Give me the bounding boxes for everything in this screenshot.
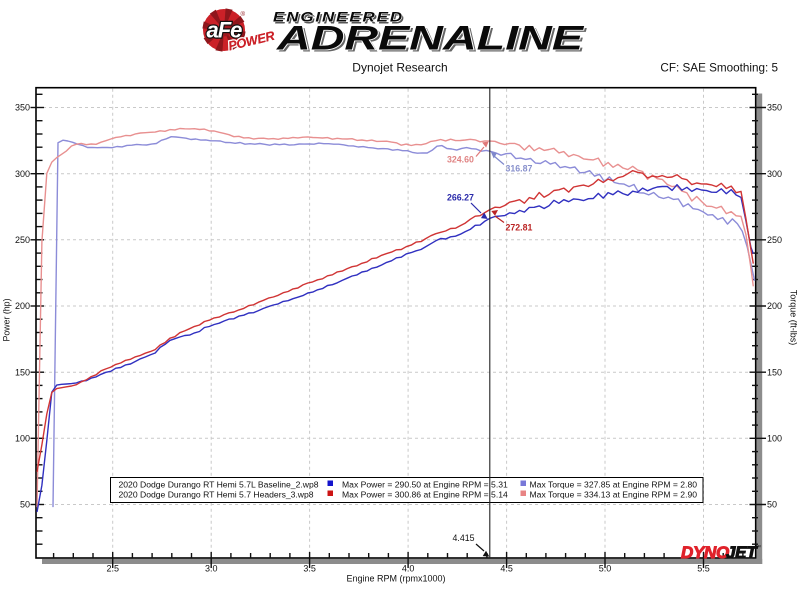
svg-text:300: 300 <box>767 169 782 179</box>
svg-text:350: 350 <box>767 103 782 113</box>
svg-text:324.60: 324.60 <box>447 154 474 164</box>
svg-text:2.5: 2.5 <box>106 564 119 574</box>
svg-text:Max Torque = 327.85 at Engine: Max Torque = 327.85 at Engine RPM = 2.80 <box>530 480 698 490</box>
svg-text:Max Torque = 334.13 at Engine: Max Torque = 334.13 at Engine RPM = 2.90 <box>530 490 698 500</box>
svg-text:4.0: 4.0 <box>402 564 415 574</box>
svg-text:ADRENALINE: ADRENALINE <box>278 22 587 60</box>
svg-text:ENGINEERED: ENGINEERED <box>273 10 404 25</box>
svg-text:4.415: 4.415 <box>453 533 475 543</box>
svg-text:ADRENALINE: ADRENALINE <box>276 20 585 58</box>
svg-text:50: 50 <box>20 500 30 510</box>
svg-text:2020 Dodge Durango RT Hemi 5.7: 2020 Dodge Durango RT Hemi 5.7L Baseline… <box>119 480 319 490</box>
svg-text:316.87: 316.87 <box>506 164 533 174</box>
svg-text:150: 150 <box>767 367 782 377</box>
svg-text:100: 100 <box>15 434 30 444</box>
svg-text:®: ® <box>241 11 246 18</box>
svg-text:Max Power = 290.50 at Engine R: Max Power = 290.50 at Engine RPM = 5.31 <box>342 480 508 490</box>
svg-text:250: 250 <box>15 235 30 245</box>
svg-text:350: 350 <box>15 103 30 113</box>
svg-text:DYNO: DYNO <box>681 543 729 562</box>
svg-text:Torque (ft-lbs): Torque (ft-lbs) <box>789 290 799 346</box>
svg-text:200: 200 <box>767 301 782 311</box>
svg-text:266.27: 266.27 <box>447 193 474 203</box>
svg-text:ENGINEERED: ENGINEERED <box>275 11 406 26</box>
svg-text:50: 50 <box>767 500 777 510</box>
svg-text:5.0: 5.0 <box>599 564 612 574</box>
svg-text:272.81: 272.81 <box>506 223 533 233</box>
svg-text:Max Power = 300.86 at Engine R: Max Power = 300.86 at Engine RPM = 5.14 <box>342 490 508 500</box>
svg-text:3.0: 3.0 <box>205 564 218 574</box>
svg-text:100: 100 <box>767 434 782 444</box>
svg-text:™: ™ <box>755 544 761 551</box>
svg-text:JET: JET <box>726 543 758 562</box>
svg-text:300: 300 <box>15 169 30 179</box>
svg-text:150: 150 <box>15 367 30 377</box>
svg-text:4.5: 4.5 <box>500 564 513 574</box>
svg-text:Power (hp): Power (hp) <box>2 298 12 341</box>
svg-text:CF: SAE Smoothing: 5: CF: SAE Smoothing: 5 <box>660 62 778 75</box>
svg-text:Dynojet Research: Dynojet Research <box>352 61 447 75</box>
svg-text:3.5: 3.5 <box>303 564 316 574</box>
svg-text:aFe: aFe <box>207 18 243 43</box>
svg-text:5.5: 5.5 <box>697 564 710 574</box>
svg-text:Engine RPM (rpmx1000): Engine RPM (rpmx1000) <box>346 574 445 584</box>
svg-text:200: 200 <box>15 301 30 311</box>
svg-text:250: 250 <box>767 235 782 245</box>
svg-text:2020 Dodge Durango RT Hemi 5.7: 2020 Dodge Durango RT Hemi 5.7 Headers_3… <box>119 490 314 500</box>
